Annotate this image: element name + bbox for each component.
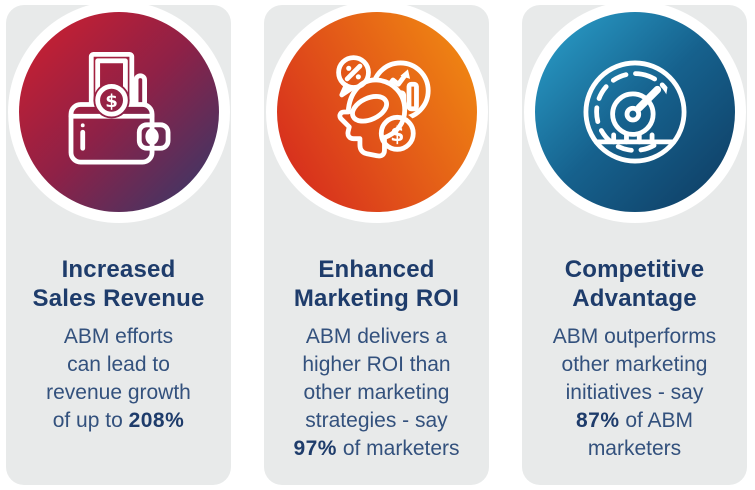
card-enhanced-marketing-roi: $ Enhanced Marketing ROI ABM delivers a … (264, 1, 489, 485)
marketing-roi-icon: $ (335, 55, 431, 159)
body-text: ABM delivers a higher ROI than other mar… (302, 325, 451, 432)
body-text: of ABM marketers (587, 409, 694, 460)
gradient-circle: $ (276, 12, 477, 212)
body-text: of marketers (336, 437, 460, 460)
card-competitive-advantage: Competitive Advantage ABM outperforms ot… (522, 1, 747, 485)
wallet-money-icon: $ (68, 51, 170, 165)
stat-value: 208% (128, 409, 185, 432)
svg-text:$: $ (105, 91, 118, 112)
card-text: Increased Sales Revenue ABM efforts can … (6, 255, 231, 435)
card-title: Competitive Advantage (564, 256, 705, 312)
card-title: Enhanced Marketing ROI (293, 256, 460, 312)
card-description: ABM outperforms other marketing initiati… (522, 323, 747, 463)
gradient-circle (534, 12, 735, 212)
icon-ring: $ (7, 1, 230, 223)
icon-ring: $ (265, 1, 488, 223)
card-increased-sales-revenue: $ Increased Sales Revenue ABM efforts ca… (6, 1, 231, 485)
card-description: ABM delivers a higher ROI than other mar… (264, 323, 489, 463)
gradient-circle: $ (18, 12, 219, 212)
stat-value: 97% (293, 437, 337, 460)
card-text: Enhanced Marketing ROI ABM delivers a hi… (264, 255, 489, 463)
card-title: Increased Sales Revenue (32, 256, 205, 312)
speedometer-icon (583, 60, 686, 164)
card-description: ABM efforts can lead to revenue growth o… (6, 323, 231, 435)
stat-value: 87% (575, 409, 620, 432)
card-text: Competitive Advantage ABM outperforms ot… (522, 255, 747, 463)
icon-ring (523, 1, 746, 223)
body-text: ABM outperforms other marketing initiati… (552, 325, 717, 404)
body-text: ABM efforts can lead to revenue growth o… (46, 325, 191, 432)
